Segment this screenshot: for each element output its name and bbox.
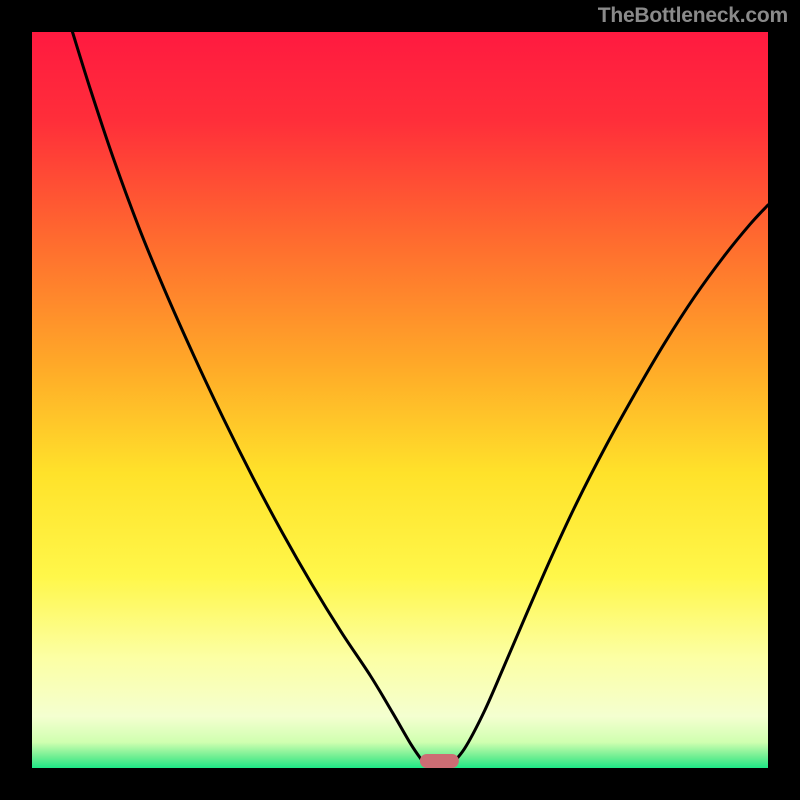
- bottleneck-chart: [0, 0, 800, 800]
- min-marker: [420, 754, 459, 768]
- chart-container: { "watermark": { "text": "TheBottleneck.…: [0, 0, 800, 800]
- watermark-text: TheBottleneck.com: [598, 4, 788, 28]
- plot-background: [32, 32, 768, 768]
